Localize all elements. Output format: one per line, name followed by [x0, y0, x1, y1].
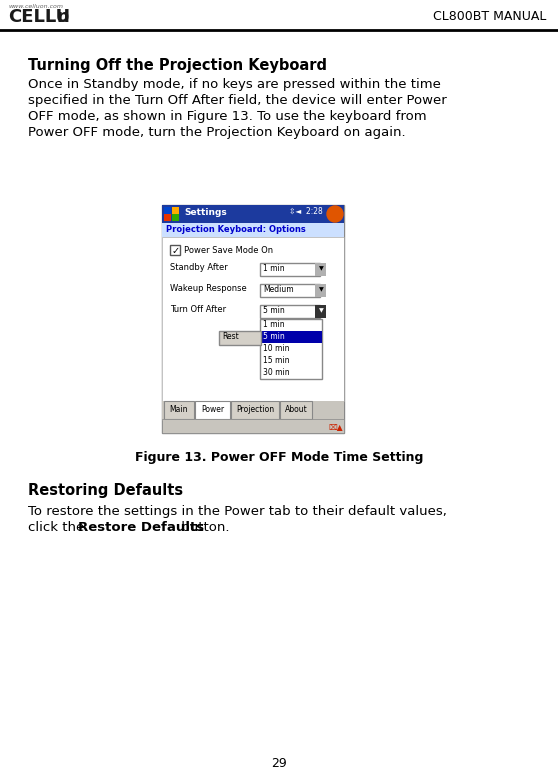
- Text: ✓: ✓: [172, 246, 180, 256]
- Text: CELLU: CELLU: [8, 8, 70, 26]
- Bar: [260, 331, 322, 343]
- Bar: [162, 205, 344, 223]
- Text: CL800BT MANUAL: CL800BT MANUAL: [432, 10, 546, 23]
- Text: ▼: ▼: [319, 267, 324, 271]
- Text: button.: button.: [177, 521, 230, 534]
- Text: 1 min: 1 min: [263, 320, 285, 329]
- Text: Restoring Defaults: Restoring Defaults: [28, 483, 183, 498]
- Bar: [260, 284, 320, 297]
- Bar: [315, 305, 326, 318]
- Bar: [260, 305, 320, 318]
- Text: Projection Keyboard: Options: Projection Keyboard: Options: [166, 225, 306, 234]
- Bar: [164, 214, 171, 221]
- Text: Turning Off the Projection Keyboard: Turning Off the Projection Keyboard: [28, 58, 327, 73]
- Bar: [172, 207, 179, 214]
- Text: OFF mode, as shown in Figure 13. To use the keyboard from: OFF mode, as shown in Figure 13. To use …: [28, 110, 427, 123]
- Text: Settings: Settings: [184, 208, 227, 217]
- Bar: [162, 237, 344, 401]
- Circle shape: [327, 206, 343, 222]
- Bar: [260, 319, 322, 379]
- Bar: [162, 401, 344, 421]
- Bar: [172, 214, 179, 221]
- Text: Power Save Mode On: Power Save Mode On: [184, 246, 273, 255]
- Bar: [231, 401, 279, 419]
- Text: 5 min: 5 min: [263, 306, 285, 315]
- Text: 5 min: 5 min: [263, 332, 285, 341]
- Text: About: About: [285, 406, 307, 414]
- Text: 29: 29: [271, 757, 287, 770]
- Text: Restore Defaults: Restore Defaults: [78, 521, 204, 534]
- Text: specified in the Turn Off After field, the device will enter Power: specified in the Turn Off After field, t…: [28, 94, 447, 107]
- Text: www.celluon.com: www.celluon.com: [8, 4, 63, 9]
- Text: ▼: ▼: [319, 288, 324, 292]
- Bar: [162, 419, 344, 433]
- Bar: [280, 401, 312, 419]
- Text: Medium: Medium: [263, 285, 294, 294]
- Text: Wakeup Response: Wakeup Response: [170, 284, 247, 293]
- Bar: [162, 205, 344, 433]
- Text: Figure 13. Power OFF Mode Time Setting: Figure 13. Power OFF Mode Time Setting: [135, 451, 423, 464]
- Bar: [315, 263, 326, 276]
- Text: To restore the settings in the Power tab to their default values,: To restore the settings in the Power tab…: [28, 505, 447, 518]
- Text: Turn Off After: Turn Off After: [170, 305, 226, 314]
- Text: Main: Main: [170, 406, 188, 414]
- Text: ⇳◄  2:28: ⇳◄ 2:28: [289, 207, 323, 216]
- Bar: [260, 263, 320, 276]
- Text: Power: Power: [201, 406, 224, 414]
- Text: 10 min: 10 min: [263, 344, 290, 353]
- Text: ▼: ▼: [319, 308, 324, 314]
- Bar: [162, 223, 344, 237]
- Text: 1 min: 1 min: [263, 264, 285, 273]
- Bar: [164, 401, 194, 419]
- Text: 15 min: 15 min: [263, 356, 290, 365]
- Bar: [170, 245, 180, 255]
- Bar: [164, 207, 171, 214]
- Text: Standby After: Standby After: [170, 263, 228, 272]
- Text: ok: ok: [330, 211, 340, 217]
- Text: Projection: Projection: [236, 406, 274, 414]
- Text: Rest: Rest: [222, 332, 239, 341]
- Text: Once in Standby mode, if no keys are pressed within the time: Once in Standby mode, if no keys are pre…: [28, 78, 441, 91]
- Bar: [162, 237, 344, 401]
- Bar: [195, 401, 230, 419]
- Text: 30 min: 30 min: [263, 368, 290, 377]
- Bar: [315, 284, 326, 297]
- Text: click the: click the: [28, 521, 89, 534]
- Text: ⌧▲: ⌧▲: [328, 423, 343, 431]
- Text: Power OFF mode, turn the Projection Keyboard on again.: Power OFF mode, turn the Projection Keyb…: [28, 126, 406, 139]
- Text: n: n: [57, 8, 70, 26]
- Bar: [219, 331, 261, 345]
